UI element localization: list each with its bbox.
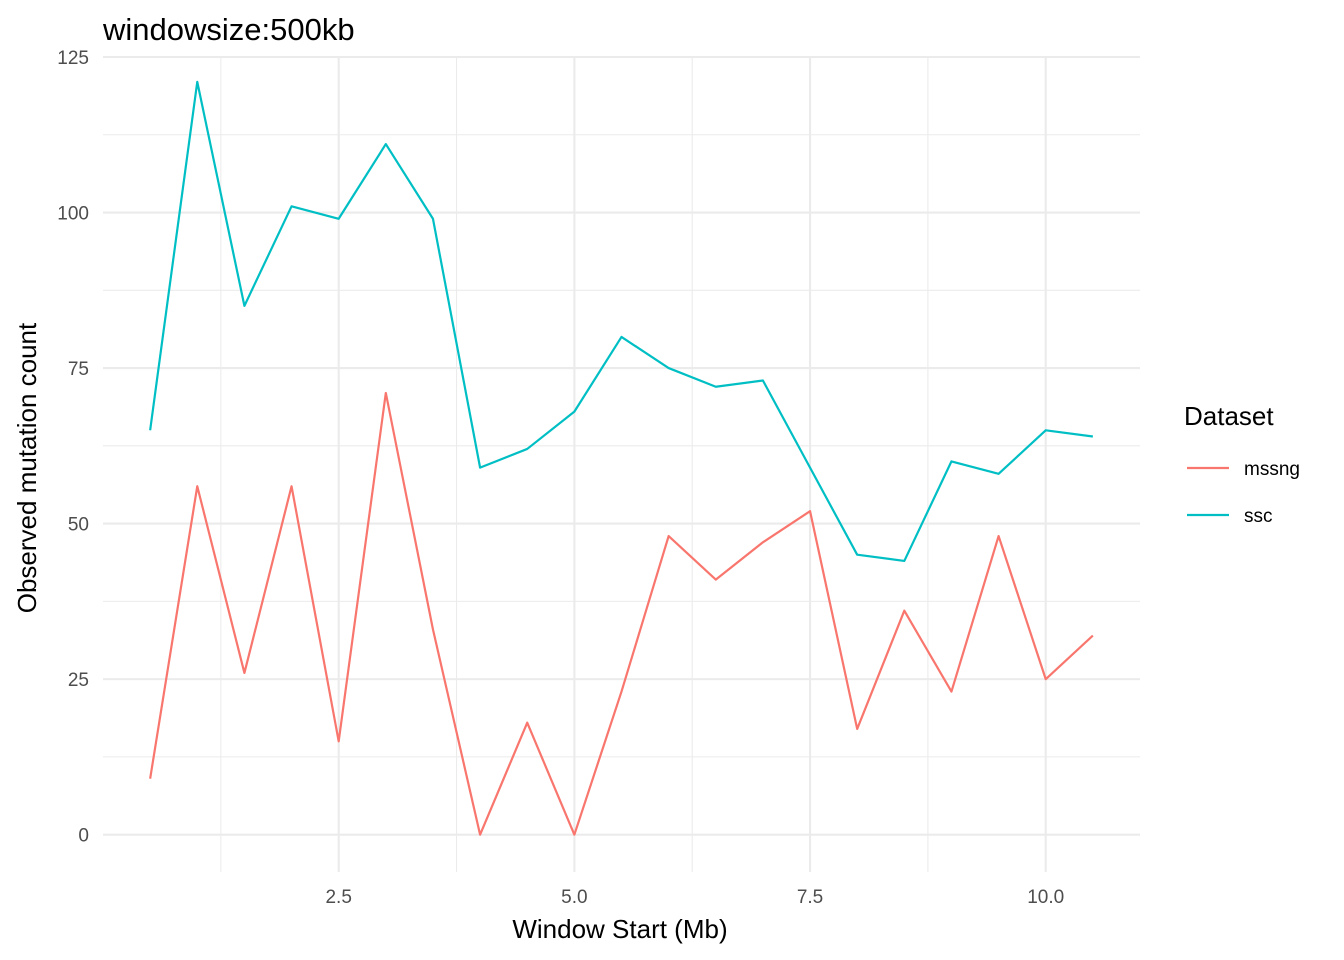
y-axis-title: Observed mutation count	[12, 322, 42, 613]
legend-items: mssng ssc	[1187, 459, 1300, 527]
y-tick-label: 75	[68, 359, 89, 380]
legend-label-mssng: mssng	[1244, 459, 1300, 480]
y-axis-tick-labels: 0 25 50 75 100 125	[57, 48, 89, 847]
x-tick-label: 2.5	[325, 887, 351, 908]
legend: Dataset mssng ssc	[1184, 401, 1300, 527]
legend-title: Dataset	[1184, 401, 1274, 431]
x-tick-label: 10.0	[1027, 887, 1064, 908]
y-tick-label: 100	[57, 204, 89, 225]
y-tick-label: 125	[57, 48, 89, 69]
series-line-ssc	[149, 80, 1094, 563]
x-tick-label: 5.0	[561, 887, 587, 908]
series-lines	[149, 80, 1094, 836]
chart-title: windowsize:500kb	[102, 12, 355, 47]
x-tick-label: 7.5	[797, 887, 823, 908]
x-axis-title: Window Start (Mb)	[512, 914, 727, 944]
legend-label-ssc: ssc	[1244, 506, 1273, 527]
y-tick-label: 50	[68, 515, 89, 536]
series-line-mssng	[149, 391, 1094, 836]
gridlines	[103, 55, 1140, 872]
y-tick-label: 0	[78, 826, 89, 847]
x-axis-tick-labels: 2.5 5.0 7.5 10.0	[325, 887, 1064, 908]
y-tick-label: 25	[68, 670, 89, 691]
